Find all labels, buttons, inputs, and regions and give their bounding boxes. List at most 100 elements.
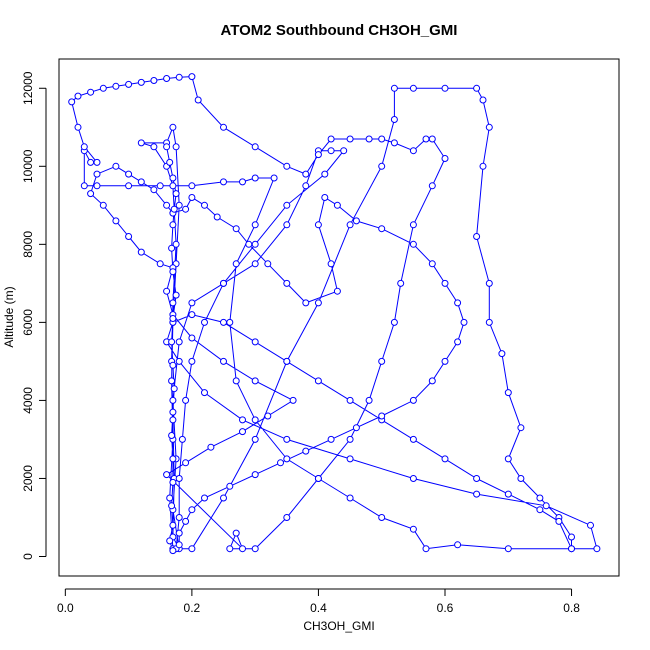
data-point: [473, 233, 481, 240]
data-point: [99, 201, 107, 209]
data-point: [182, 396, 190, 404]
data-point: [169, 268, 177, 276]
data-point: [182, 205, 190, 213]
data-point: [333, 201, 341, 209]
data-point: [245, 240, 253, 248]
data-point: [239, 416, 246, 424]
data-point: [327, 260, 335, 268]
data-point: [498, 350, 506, 358]
data-point: [169, 299, 177, 307]
data-point: [327, 147, 335, 155]
data-point: [188, 194, 196, 201]
data-point: [188, 506, 196, 514]
data-point: [441, 357, 449, 365]
data-point: [163, 201, 171, 209]
plot-frame: [58, 58, 620, 577]
data-point: [74, 92, 82, 100]
data-point: [283, 201, 291, 209]
data-point: [390, 139, 398, 147]
data-point: [175, 475, 183, 482]
data-point: [277, 459, 284, 467]
y-tick-label: 8000: [21, 231, 35, 258]
data-point: [555, 517, 563, 525]
data-point: [479, 162, 487, 170]
data-point: [175, 338, 183, 346]
data-point: [112, 217, 120, 225]
data-point: [163, 287, 171, 295]
data-point: [473, 475, 481, 482]
data-point: [220, 178, 227, 186]
data-point: [409, 475, 417, 482]
data-point: [251, 435, 259, 443]
data-point: [327, 135, 335, 143]
data-point: [169, 455, 177, 463]
data-point: [346, 135, 354, 143]
data-point: [80, 143, 88, 151]
data-point: [378, 225, 386, 233]
data-point: [188, 311, 196, 319]
data-point: [409, 84, 417, 92]
data-point: [302, 299, 310, 307]
x-tick-label: 0.0: [57, 601, 74, 615]
data-point: [454, 338, 462, 346]
data-point: [168, 432, 176, 439]
data-point: [568, 545, 575, 553]
data-point: [182, 517, 190, 525]
data-point: [314, 151, 322, 159]
data-point: [188, 182, 196, 190]
data-point: [441, 84, 449, 92]
y-tick-label: 10000: [21, 149, 35, 183]
data-point: [378, 412, 386, 420]
data-point: [239, 545, 246, 553]
data-point: [220, 123, 227, 131]
data-point: [251, 471, 259, 479]
data-point: [168, 502, 176, 510]
data-point: [112, 162, 120, 170]
data-point: [172, 240, 180, 248]
data-point: [517, 424, 525, 432]
data-point: [232, 260, 240, 268]
data-point: [283, 435, 291, 443]
data-point: [169, 396, 177, 404]
data-point: [188, 545, 196, 553]
data-point: [93, 182, 101, 190]
data-point: [166, 494, 174, 502]
data-point: [593, 545, 601, 553]
data-point: [232, 529, 240, 537]
data-point: [473, 84, 481, 92]
data-point: [270, 174, 278, 182]
data-point: [504, 455, 512, 463]
data-point: [169, 478, 177, 486]
data-point: [201, 494, 208, 502]
data-point: [188, 357, 196, 365]
data-point: [239, 428, 246, 436]
y-tick-label: 2000: [21, 465, 35, 492]
data-point: [220, 318, 227, 326]
data-point: [125, 80, 133, 88]
x-axis: 0.0 0.2 0.4 0.6 0.8: [57, 588, 580, 615]
data-point: [251, 416, 259, 424]
data-point: [251, 240, 259, 248]
data-point: [485, 279, 493, 287]
data-point: [213, 213, 221, 221]
data-point: [175, 529, 183, 537]
data-point: [137, 248, 145, 256]
data-point: [172, 190, 180, 198]
data-point: [137, 139, 145, 147]
data-point: [340, 147, 348, 155]
data-point: [504, 389, 512, 397]
data-point: [169, 416, 177, 424]
data-point: [172, 291, 180, 299]
data-point: [422, 545, 430, 553]
data-point: [170, 385, 178, 393]
data-point: [239, 178, 246, 186]
data-point: [504, 490, 512, 498]
x-axis-label: CH3OH_GMI: [303, 619, 374, 633]
data-point: [220, 494, 227, 502]
data-point: [166, 158, 174, 166]
data-point: [169, 221, 177, 229]
data-point: [264, 260, 272, 268]
data-point: [454, 541, 462, 549]
data-point: [163, 143, 171, 151]
data-point: [378, 162, 386, 170]
